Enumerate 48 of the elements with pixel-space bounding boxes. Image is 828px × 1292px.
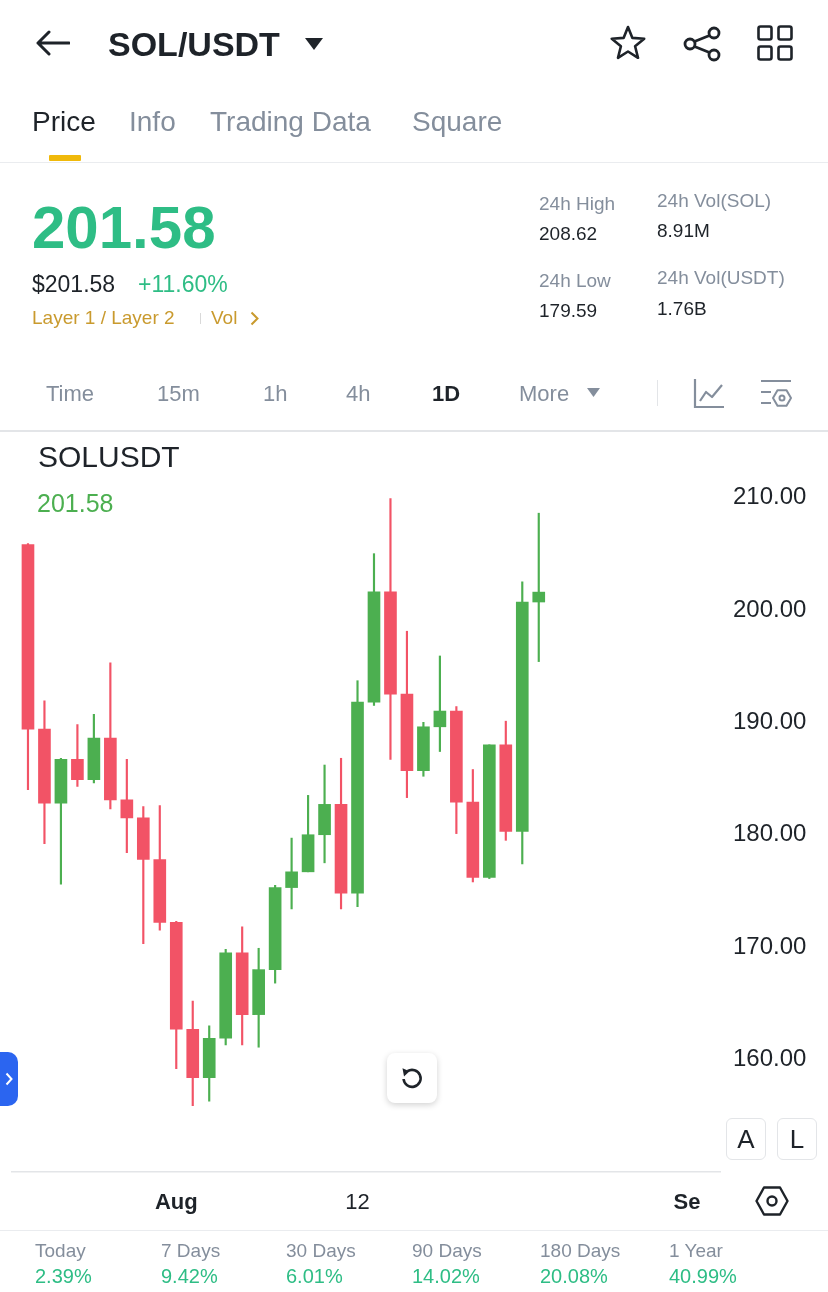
text: 14.02% — [412, 1264, 480, 1288]
text: 24h High — [539, 193, 616, 215]
text: 20.08% — [540, 1264, 608, 1288]
text: Time — [46, 380, 95, 406]
text: Info — [129, 106, 176, 138]
annotation: 201.58 — [37, 488, 114, 517]
text: 6.01% — [286, 1264, 343, 1288]
text: 9.42% — [161, 1264, 218, 1288]
y-tick-label: 200.00 — [733, 594, 807, 622]
text: 24h Vol(USDT) — [657, 267, 785, 289]
text: Today — [35, 1240, 86, 1262]
text: Price — [32, 106, 96, 138]
text: 1h — [263, 380, 288, 406]
y-tick-label: 180.00 — [733, 819, 807, 847]
x-tick-label: 12 — [345, 1189, 370, 1215]
x-tick-label: Se — [673, 1189, 701, 1215]
text: 90 Days — [412, 1240, 482, 1262]
chart-title: SOLUSDT — [38, 440, 180, 474]
text: 30 Days — [286, 1240, 356, 1262]
text: 7 Days — [161, 1240, 221, 1262]
text: Square — [412, 106, 503, 138]
text: 179.59 — [539, 300, 598, 322]
text: 24h Low — [539, 270, 611, 292]
text: 15m — [157, 380, 200, 406]
x-tick-label: Aug — [154, 1189, 198, 1215]
text: Vol — [211, 307, 238, 329]
text: 1D — [432, 380, 461, 406]
text: 24h Vol(SOL) — [657, 190, 772, 212]
text: 201.58 — [32, 192, 216, 262]
text: 8.91M — [657, 220, 710, 242]
text: 40.99% — [669, 1264, 737, 1288]
y-tick-label: 210.00 — [733, 482, 807, 510]
text: 1.76B — [657, 298, 707, 320]
text: SOL/USDT — [108, 24, 280, 64]
text: $201.58 — [32, 271, 116, 297]
y-tick-label: 170.00 — [733, 931, 807, 959]
y-tick-label: 160.00 — [733, 1044, 807, 1072]
candlestick — [318, 764, 331, 864]
text: +11.60% — [138, 271, 228, 297]
y-tick-label: 190.00 — [733, 706, 807, 734]
text: More — [519, 380, 570, 406]
text: 1 Year — [669, 1240, 723, 1262]
text: 4h — [346, 380, 371, 406]
text: 208.62 — [539, 223, 598, 245]
text: Trading Data — [210, 106, 371, 138]
text: 180 Days — [540, 1240, 621, 1262]
text: Layer 1 / Layer 2 — [32, 307, 175, 329]
text: 2.39% — [35, 1264, 92, 1288]
